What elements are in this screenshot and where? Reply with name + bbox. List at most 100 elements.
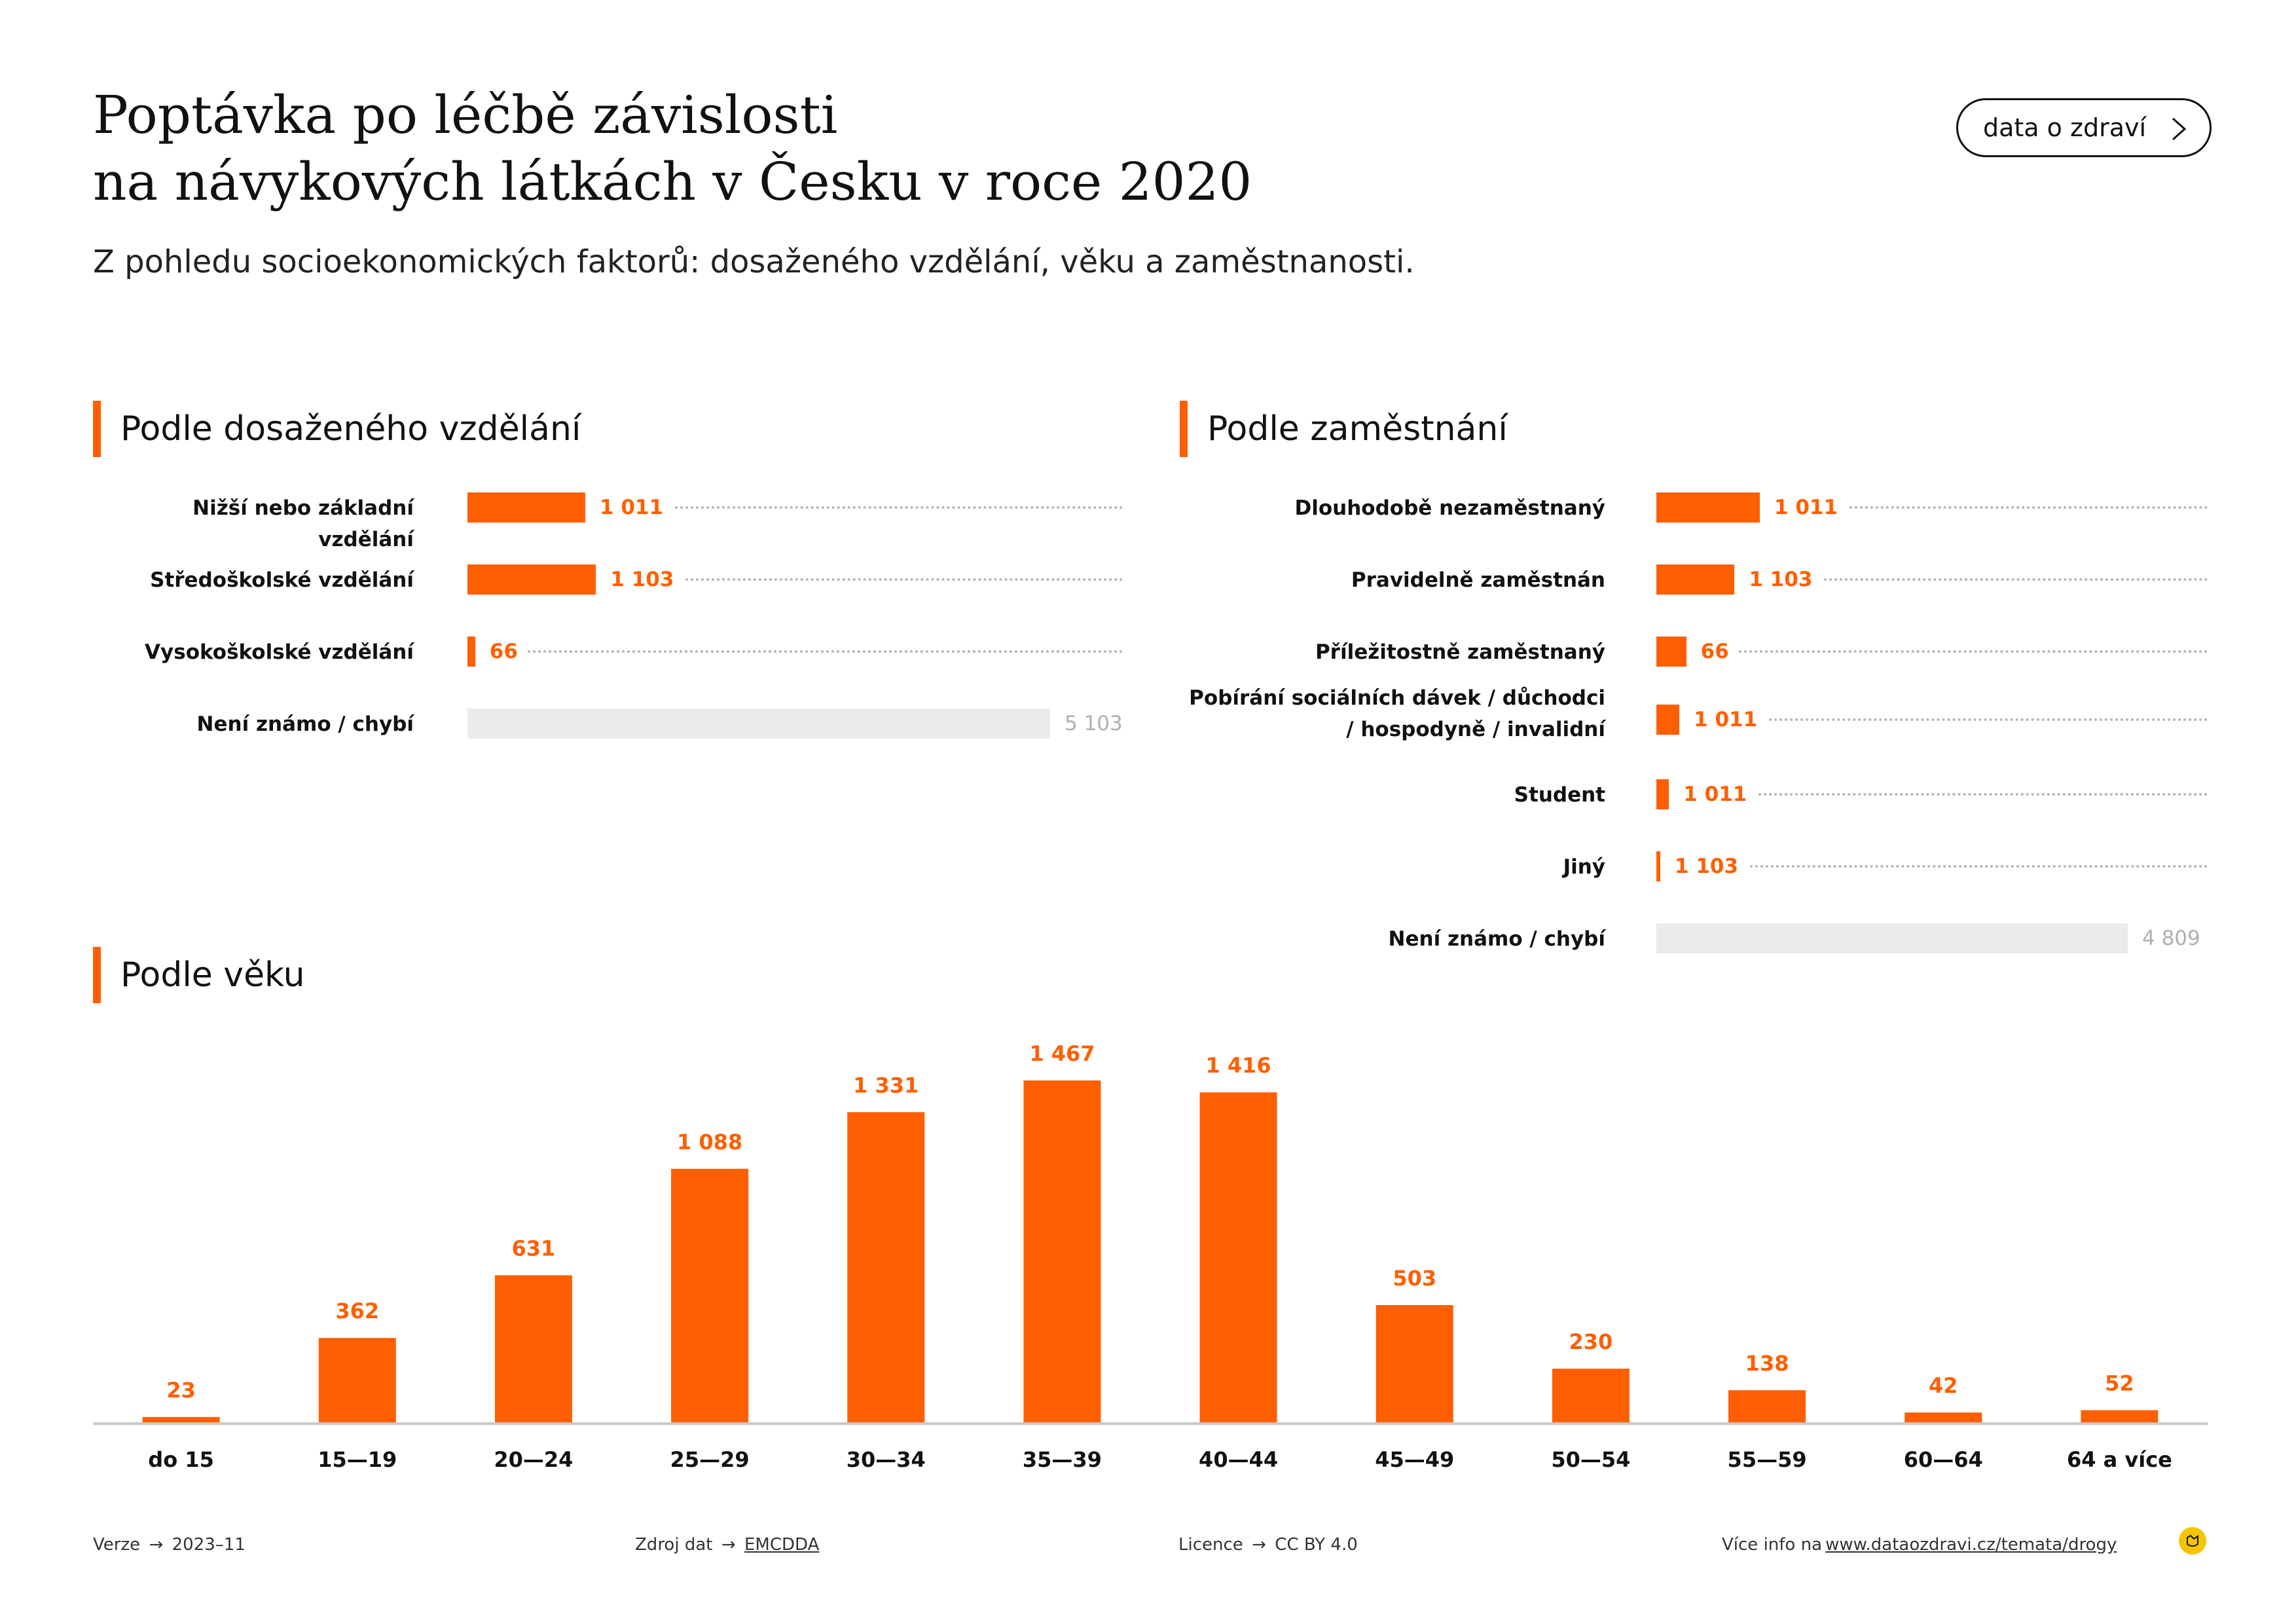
bar-value-label: 1 103 (1749, 568, 1813, 591)
footer-source: Zdroj dat → EMCDDA (635, 1535, 819, 1555)
section-accent-bar (93, 947, 101, 1003)
bar (467, 637, 475, 667)
age-category-label: 45—49 (1375, 1447, 1454, 1472)
age-bar-value-label: 42 (1929, 1373, 1958, 1398)
bar (1656, 923, 2128, 953)
page-title-line-1: Poptávka po léčbě závislosti (93, 84, 838, 145)
bar-category-label: Student (1514, 783, 1605, 807)
age-bar (318, 1338, 396, 1422)
page-subtitle: Z pohledu socioekonomických faktorů: dos… (93, 244, 1415, 280)
dotted-guide-line (1758, 793, 2208, 796)
age-category-label: 35—39 (1023, 1447, 1102, 1472)
age-bar-value-label: 503 (1393, 1266, 1436, 1291)
age-bar (847, 1112, 925, 1422)
nav-button-label: data o zdraví (1983, 113, 2147, 142)
dotted-guide-line (1769, 718, 2208, 721)
arrow-right-icon: → (143, 1535, 169, 1555)
bar (1656, 564, 1735, 595)
dotted-guide-line (685, 578, 1123, 581)
footer-version-label: Verze (93, 1535, 141, 1555)
age-category-label: 55—59 (1728, 1447, 1807, 1472)
age-category-label: 60—64 (1904, 1447, 1983, 1472)
age-category-label: do 15 (148, 1447, 214, 1472)
section-education-title: Podle dosaženého vzdělání (120, 409, 581, 449)
logo-icon (2179, 1527, 2206, 1555)
age-bar (1904, 1412, 1982, 1422)
bar (467, 709, 1050, 739)
age-category-label: 15—19 (318, 1447, 397, 1472)
bar-value-label: 1 011 (1774, 496, 1838, 519)
footer-more-info-link[interactable]: www.dataozdravi.cz/temata/drogy (1825, 1535, 2117, 1555)
age-bar (1023, 1080, 1101, 1422)
dotted-guide-line (1738, 650, 2208, 653)
footer-source-link[interactable]: EMCDDA (744, 1535, 820, 1555)
bar-category-label: Nižší nebo základní vzdělání (192, 496, 414, 551)
section-age-header: Podle věku (93, 947, 305, 1003)
bar-value-label: 1 011 (600, 496, 664, 519)
dotted-guide-line (675, 506, 1123, 509)
footer-source-label: Zdroj dat (635, 1535, 713, 1555)
dotted-guide-line (527, 650, 1123, 653)
footer-license-value: CC BY 4.0 (1275, 1535, 1358, 1555)
dotted-guide-line (1824, 578, 2208, 581)
arrow-right-icon: → (1246, 1535, 1272, 1555)
age-bar (142, 1416, 220, 1422)
age-bar-value-label: 1 331 (853, 1073, 919, 1098)
arrow-right-icon: → (716, 1535, 741, 1555)
bar-value-label: 4 809 (2142, 927, 2200, 950)
age-bar (671, 1168, 749, 1422)
bar (1656, 705, 1680, 735)
bar-value-label: 1 103 (610, 568, 674, 591)
bar-category-label: Středoškolské vzdělání (150, 568, 414, 592)
age-bar-value-label: 1 088 (677, 1130, 742, 1154)
data-o-zdravi-button[interactable]: data o zdraví (1956, 98, 2212, 157)
bar-value-label: 5 103 (1065, 712, 1123, 735)
page-title-line-2: na návykových látkách v Česku v roce 202… (93, 151, 1252, 212)
section-age-title: Podle věku (120, 955, 305, 995)
age-bar-value-label: 362 (335, 1299, 379, 1323)
bar-value-label: 1 011 (1694, 708, 1758, 731)
age-bar (494, 1275, 572, 1422)
footer-license-label: Licence (1178, 1535, 1243, 1555)
section-education-header: Podle dosaženého vzdělání (93, 401, 581, 457)
age-bar-value-label: 23 (166, 1378, 196, 1403)
bar (467, 564, 596, 595)
age-category-label: 25—29 (670, 1447, 750, 1472)
age-category-label: 40—44 (1199, 1447, 1278, 1472)
age-category-label: 64 a více (2067, 1447, 2172, 1472)
age-bar (2081, 1410, 2159, 1422)
bar-value-label: 66 (1700, 640, 1729, 663)
age-bar (1728, 1390, 1806, 1422)
age-bar-value-label: 52 (2105, 1371, 2134, 1395)
dotted-guide-line (1750, 865, 2208, 868)
age-bar-value-label: 1 467 (1029, 1041, 1095, 1066)
footer-version: Verze → 2023–11 (93, 1535, 246, 1555)
bar (1656, 851, 1660, 881)
bar-category-label: Vysokoškolské vzdělání (145, 640, 414, 664)
age-bar-value-label: 138 (1745, 1351, 1789, 1376)
section-accent-bar (93, 401, 101, 457)
age-bar (1199, 1092, 1277, 1422)
bar (467, 492, 585, 523)
section-employment-header: Podle zaměstnání (1180, 401, 1508, 457)
bar-category-label: Pobírání sociálních dávek / důchodci / h… (1189, 686, 1605, 741)
bar (1656, 492, 1760, 523)
bar-value-label: 1 103 (1675, 855, 1739, 878)
age-bar-value-label: 230 (1569, 1329, 1613, 1354)
footer-more-info-label: Více info na (1722, 1535, 1823, 1555)
bar (1656, 779, 1669, 809)
logo-glyph (2187, 1534, 2198, 1547)
age-bar-value-label: 1 416 (1205, 1053, 1271, 1078)
bar-category-label: Pravidelně zaměstnán (1351, 568, 1605, 592)
age-category-label: 50—54 (1551, 1447, 1630, 1472)
age-bar (1552, 1369, 1630, 1422)
footer-more-info: Více info na www.dataozdravi.cz/temata/d… (1722, 1535, 2117, 1555)
footer-version-value: 2023–11 (172, 1535, 246, 1555)
bar-category-label: Jiný (1563, 855, 1605, 879)
bar-category-label: Dlouhodobě nezaměstnaný (1294, 496, 1605, 520)
bar-category-label: Není známo / chybí (196, 712, 414, 736)
bar-category-label: Příležitostně zaměstnaný (1315, 640, 1605, 664)
bar-value-label: 1 011 (1683, 783, 1747, 806)
chevron-right-icon (2172, 117, 2187, 141)
age-bar (1376, 1305, 1453, 1422)
